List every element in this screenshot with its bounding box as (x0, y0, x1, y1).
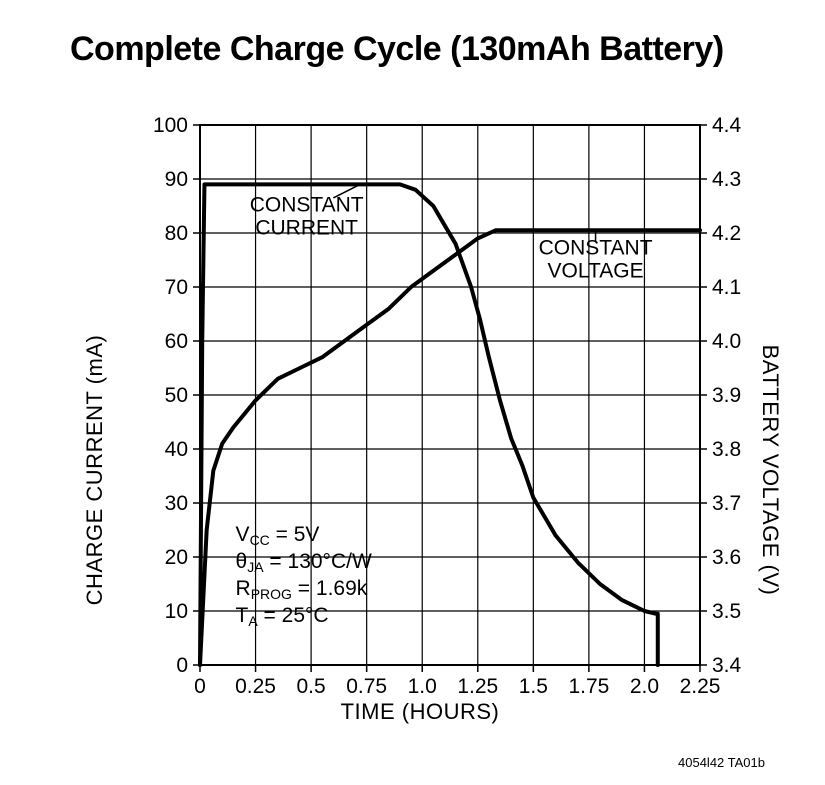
svg-text:60: 60 (165, 330, 188, 353)
svg-text:100: 100 (153, 114, 188, 137)
svg-text:3.9: 3.9 (712, 384, 741, 407)
svg-text:40: 40 (165, 438, 188, 461)
svg-text:0.25: 0.25 (235, 675, 276, 698)
x-axis-label: TIME (HOURS) (70, 699, 770, 725)
svg-text:3.7: 3.7 (712, 492, 741, 515)
annotation-constant_current: CONSTANT (250, 193, 364, 216)
svg-text:10: 10 (165, 600, 188, 623)
svg-text:4.1: 4.1 (712, 276, 741, 299)
svg-text:3.4: 3.4 (712, 654, 742, 677)
svg-text:2.0: 2.0 (630, 675, 659, 698)
svg-text:3.8: 3.8 (712, 438, 741, 461)
svg-text:1.75: 1.75 (568, 675, 609, 698)
svg-text:4.3: 4.3 (712, 168, 741, 191)
y-right-axis-label: BATTERY VOLTAGE (V) (757, 345, 783, 596)
svg-text:50: 50 (165, 384, 188, 407)
svg-text:4.2: 4.2 (712, 222, 741, 245)
svg-text:20: 20 (165, 546, 188, 569)
svg-text:1.5: 1.5 (519, 675, 548, 698)
chart: CHARGE CURRENT (mA) BATTERY VOLTAGE (V) … (70, 100, 770, 720)
svg-text:3.6: 3.6 (712, 546, 741, 569)
svg-text:80: 80 (165, 222, 188, 245)
svg-text:4.4: 4.4 (712, 114, 742, 137)
svg-text:1.25: 1.25 (457, 675, 498, 698)
condition-text: TA = 25°C (236, 604, 329, 629)
svg-text:1.0: 1.0 (408, 675, 437, 698)
svg-text:0: 0 (176, 654, 188, 677)
svg-text:90: 90 (165, 168, 188, 191)
svg-text:2.25: 2.25 (680, 675, 721, 698)
y-left-axis-label: CHARGE CURRENT (mA) (82, 335, 108, 606)
annotation-constant_voltage: VOLTAGE (548, 260, 644, 283)
annotation-constant_current: CURRENT (255, 216, 358, 239)
svg-text:70: 70 (165, 276, 188, 299)
svg-text:0.5: 0.5 (297, 675, 326, 698)
svg-text:4.0: 4.0 (712, 330, 741, 353)
figure-footnote: 4054l42 TA01b (678, 755, 765, 770)
chart-svg: 0 0.25 0.5 0.75 1.0 1.25 1.5 1.75 2.0 2.25 0 10 20 30… (70, 100, 770, 720)
svg-text:0.75: 0.75 (346, 675, 387, 698)
condition-text: VCC = 5V (236, 523, 320, 548)
chart-title: Complete Charge Cycle (130mAh Battery) (70, 30, 724, 69)
svg-text:3.5: 3.5 (712, 600, 741, 623)
svg-text:0: 0 (194, 675, 206, 698)
svg-text:30: 30 (165, 492, 188, 515)
